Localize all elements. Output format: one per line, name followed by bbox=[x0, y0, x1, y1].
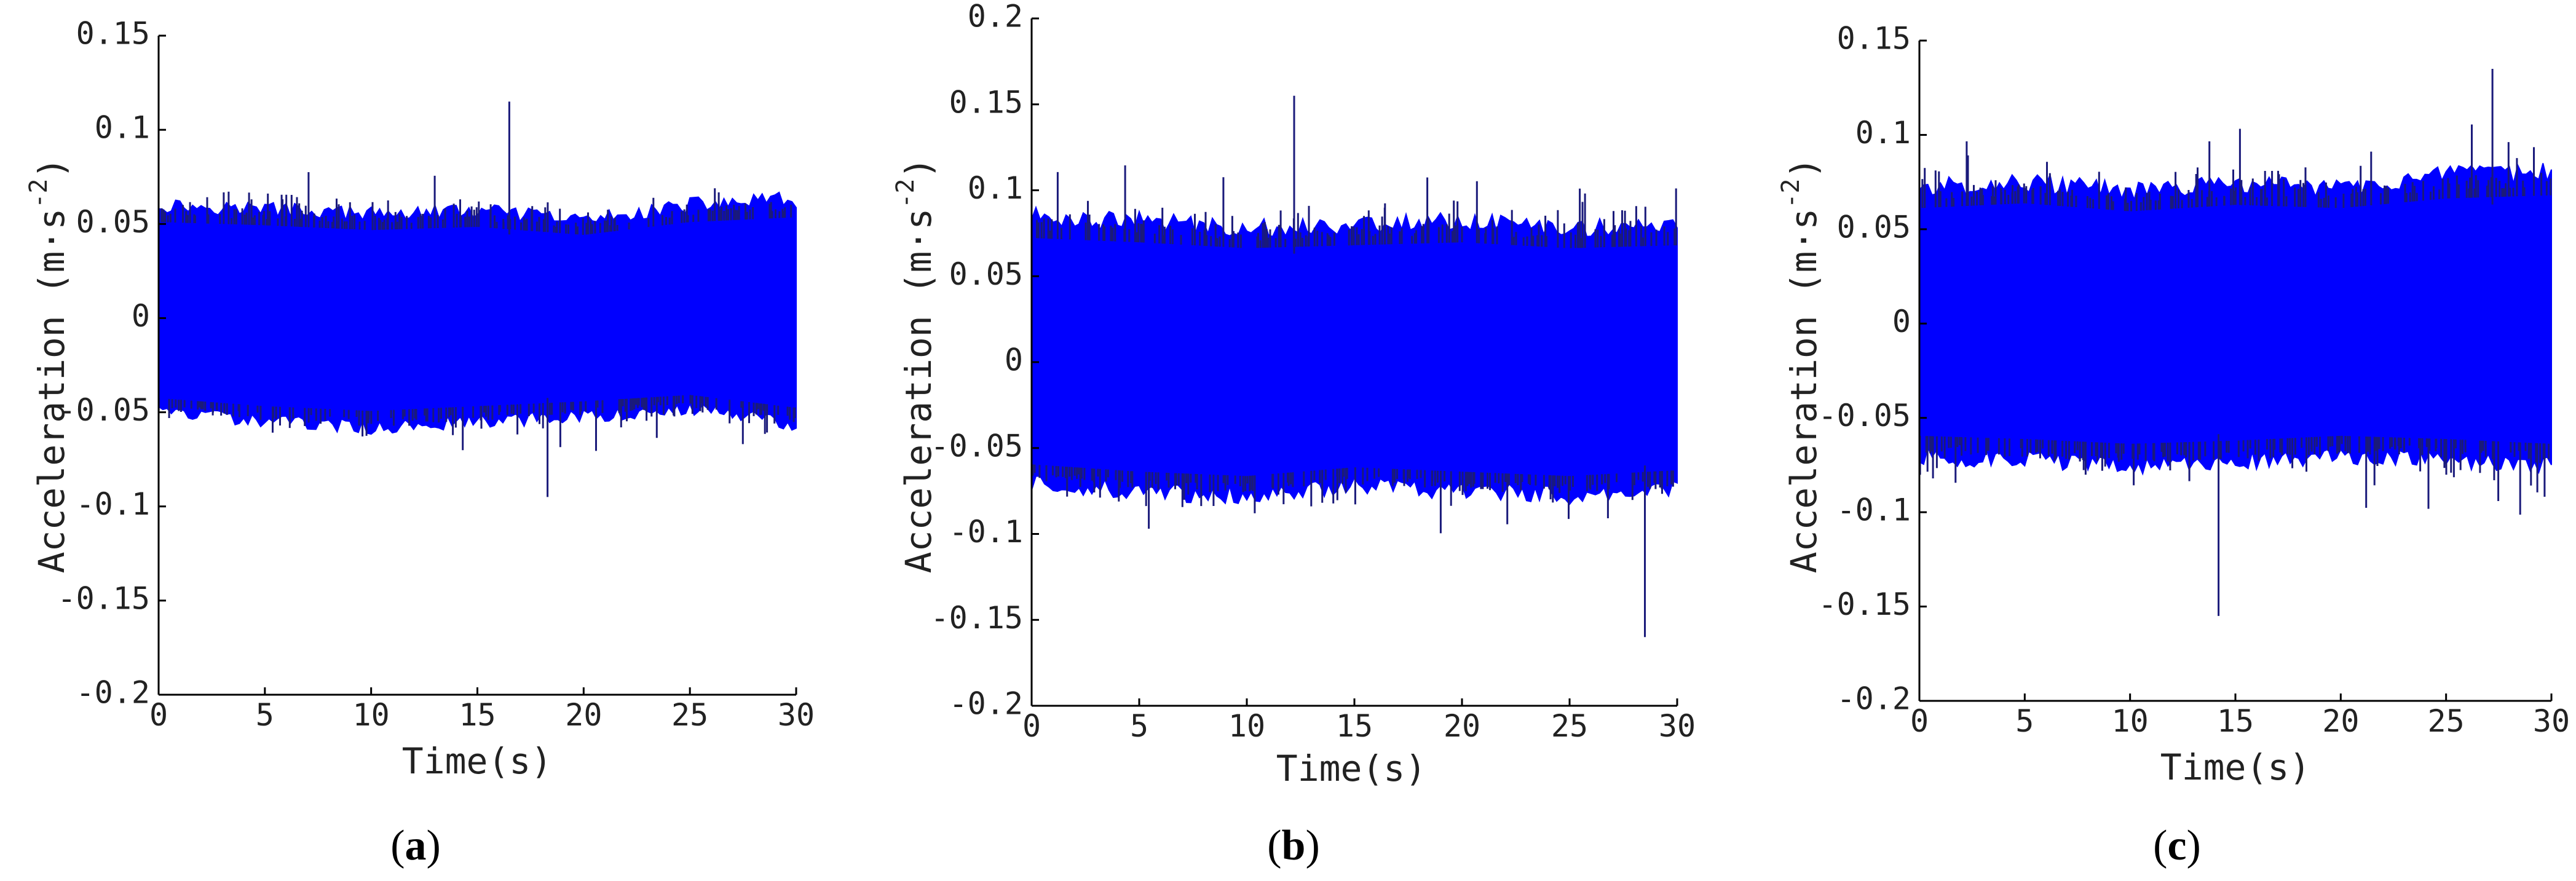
panel-label-b-letter: b bbox=[1282, 822, 1306, 869]
x-tick-label: 5 bbox=[1130, 708, 1148, 744]
y-tick-labels-c: 0.15 0.1 0.05 0 -0.05 -0.1 -0.15 -0.2 bbox=[1818, 21, 1911, 717]
y-tick-label: -0.05 bbox=[930, 428, 1023, 464]
y-axis-title-b: Acceleration (m·s-2) bbox=[891, 157, 939, 574]
x-tick-labels-b: 0 5 10 15 20 25 30 bbox=[1022, 708, 1696, 744]
panel-label-a-letter: a bbox=[405, 822, 427, 869]
chart-panel-b: 0.2 0.15 0.1 0.05 0 -0.05 -0.1 -0.15 -0.2 0 5 10 15… bbox=[891, 0, 1696, 869]
signal-band-c bbox=[1919, 163, 2552, 476]
signal-trace-c bbox=[1919, 69, 2552, 616]
signal-trace-b bbox=[1031, 95, 1678, 638]
x-tick-label: 0 bbox=[149, 697, 168, 733]
y-tick-label: 0 bbox=[1005, 342, 1023, 378]
y-tick-label: 0.1 bbox=[1855, 115, 1911, 151]
y-tick-label: 0.15 bbox=[949, 84, 1023, 120]
y-tick-label: -0.2 bbox=[1837, 681, 1911, 717]
signal-trace-a bbox=[157, 101, 797, 497]
x-axis-title-b: Time(s) bbox=[1276, 748, 1426, 789]
y-tick-label: 0 bbox=[132, 298, 150, 334]
y-tick-label: -0.1 bbox=[949, 514, 1023, 550]
x-tick-label: 20 bbox=[565, 697, 602, 733]
axes-a bbox=[157, 34, 797, 696]
x-tick-label: 20 bbox=[1444, 708, 1480, 744]
superscript: -2 bbox=[1777, 179, 1805, 208]
y-tick-label: -0.05 bbox=[57, 392, 150, 428]
y-tick-label: 0.15 bbox=[76, 16, 150, 52]
superscript: -2 bbox=[891, 179, 920, 208]
x-tick-label: 30 bbox=[778, 697, 815, 733]
x-tick-label: 10 bbox=[2112, 703, 2149, 739]
superscript: -2 bbox=[25, 179, 53, 208]
x-tick-labels-c: 0 5 10 15 20 25 30 bbox=[1910, 703, 2570, 739]
x-tick-labels-a: 0 5 10 15 20 25 30 bbox=[149, 697, 815, 733]
y-tick-label: 0.2 bbox=[968, 0, 1023, 34]
panel-label-b: (b) bbox=[1267, 822, 1320, 869]
y-tick-label: -0.2 bbox=[949, 686, 1023, 722]
y-tick-label: -0.1 bbox=[1837, 492, 1911, 528]
x-tick-label: 30 bbox=[2533, 703, 2570, 739]
panel-label-a: (a) bbox=[390, 822, 441, 869]
chart-panel-c: 0.15 0.1 0.05 0 -0.05 -0.1 -0.15 -0.2 0 5 10 15 20 2… bbox=[1777, 21, 2570, 870]
x-tick-label: 5 bbox=[2015, 703, 2034, 739]
y-tick-label: 0.1 bbox=[95, 110, 150, 146]
x-tick-label: 20 bbox=[2322, 703, 2359, 739]
x-axis-title-a: Time(s) bbox=[402, 740, 552, 782]
y-tick-label: -0.05 bbox=[1818, 398, 1911, 433]
axes-c bbox=[1918, 39, 2553, 702]
y-tick-label: -0.2 bbox=[76, 675, 150, 711]
x-tick-label: 0 bbox=[1910, 703, 1929, 739]
y-tick-label: -0.15 bbox=[930, 600, 1023, 636]
y-tick-label: -0.15 bbox=[1818, 587, 1911, 622]
x-tick-label: 15 bbox=[2217, 703, 2254, 739]
y-axis-title-c: Acceleration (m·s-2) bbox=[1777, 157, 1825, 574]
y-tick-label: 0 bbox=[1892, 304, 1911, 339]
y-tick-label: -0.15 bbox=[57, 580, 150, 616]
y-tick-label: 0.1 bbox=[968, 170, 1023, 206]
panel-label-c-letter: c bbox=[2167, 822, 2186, 869]
x-tick-label: 25 bbox=[1551, 708, 1588, 744]
x-tick-label: 0 bbox=[1022, 708, 1041, 744]
x-axis-title-c: Time(s) bbox=[2160, 746, 2310, 788]
chart-panel-a: 0.15 0.1 0.05 0 -0.05 -0.1 -0.15 -0.2 0 5 10 15 20 2… bbox=[25, 16, 815, 870]
y-tick-labels-a: 0.15 0.1 0.05 0 -0.05 -0.1 -0.15 -0.2 bbox=[57, 16, 150, 711]
x-tick-label: 25 bbox=[671, 697, 708, 733]
x-tick-label: 10 bbox=[353, 697, 390, 733]
y-tick-label: 0.05 bbox=[76, 204, 150, 240]
signal-spikes-b bbox=[1032, 95, 1677, 638]
x-tick-label: 15 bbox=[459, 697, 496, 733]
panel-label-c: (c) bbox=[2153, 822, 2201, 869]
y-tick-label: -0.1 bbox=[76, 486, 150, 522]
y-tick-label: 0.15 bbox=[1837, 21, 1911, 57]
x-tick-label: 10 bbox=[1228, 708, 1265, 744]
signal-band-b bbox=[1031, 205, 1678, 505]
y-tick-label: 0.05 bbox=[1837, 209, 1911, 245]
x-tick-label: 25 bbox=[2428, 703, 2465, 739]
axes-b bbox=[1030, 17, 1678, 707]
y-tick-label: 0.05 bbox=[949, 256, 1023, 292]
y-tick-labels-b: 0.2 0.15 0.1 0.05 0 -0.05 -0.1 -0.15 -0.2 bbox=[930, 0, 1023, 722]
x-tick-label: 5 bbox=[256, 697, 274, 733]
x-tick-label: 30 bbox=[1659, 708, 1696, 744]
y-axis-title-a: Acceleration (m·s-2) bbox=[25, 157, 73, 574]
x-tick-label: 15 bbox=[1336, 708, 1373, 744]
